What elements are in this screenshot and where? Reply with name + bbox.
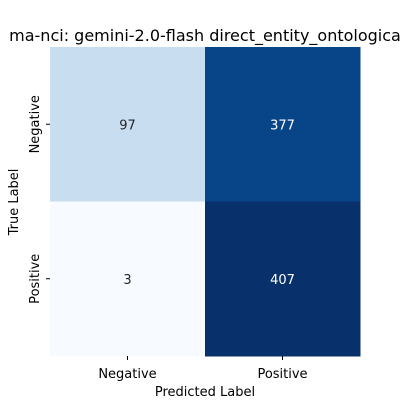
cell-value-label: 97 <box>119 118 136 133</box>
x-tick-label: Negative <box>98 367 156 382</box>
x-axis-label: Predicted Label <box>155 385 255 400</box>
y-axis-label: True Label <box>7 169 22 237</box>
chart-title: ma-nci: gemini-2.0-flash direct_entity_o… <box>9 26 400 46</box>
heatmap-cell-labels: 97 377 3 407 <box>119 118 295 288</box>
heatmap-cell <box>205 201 361 357</box>
heatmap-cells <box>50 47 361 357</box>
cell-value-label: 3 <box>123 273 131 288</box>
heatmap-cell <box>50 201 206 357</box>
heatmap-cell <box>205 47 361 202</box>
y-tick-label: Negative <box>28 95 43 153</box>
x-tick-label: Positive <box>257 367 307 382</box>
cell-value-label: 407 <box>270 273 295 288</box>
y-axis-ticks: Negative Positive <box>28 95 50 304</box>
y-tick-label: Positive <box>28 254 43 304</box>
x-axis-ticks: Negative Positive <box>98 356 308 382</box>
heatmap-cell <box>50 47 206 202</box>
cell-value-label: 377 <box>270 118 295 133</box>
